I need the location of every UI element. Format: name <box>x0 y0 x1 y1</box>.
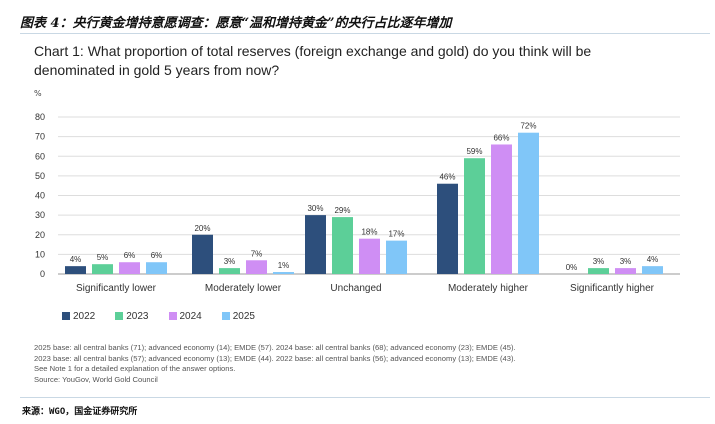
bar-2023 <box>464 158 485 274</box>
y-tick-label: 70 <box>35 132 45 142</box>
data-label: 59% <box>466 147 482 156</box>
bar-2025 <box>386 240 407 274</box>
bar-2022 <box>192 234 213 274</box>
bar-2022 <box>437 183 458 274</box>
y-tick-label: 30 <box>35 210 45 220</box>
legend-label: 2024 <box>179 311 202 322</box>
x-tick-label: Moderately higher <box>448 283 529 294</box>
x-tick-label: Moderately lower <box>205 283 282 294</box>
bar-chart: 0 10 20 30 40 50 60 70 80 Significantly lower 4% 5%… <box>35 112 680 294</box>
bar-2022 <box>305 215 326 274</box>
legend-item: 2025 <box>221 311 255 322</box>
chart-notes: 2025 base: all central banks (71); advan… <box>34 343 516 385</box>
data-label: 66% <box>493 133 509 142</box>
x-tick-label: Significantly lower <box>76 283 157 294</box>
legend-item: 2023 <box>115 311 149 322</box>
y-tick-label: 20 <box>35 230 45 240</box>
bar-2024 <box>359 238 380 274</box>
y-tick-label: 80 <box>35 112 45 122</box>
legend-item: 2022 <box>62 311 95 322</box>
bar-2025 <box>642 266 663 274</box>
bar-2025 <box>518 132 539 274</box>
y-tick-label: 0 <box>40 269 45 279</box>
data-label: 3% <box>593 257 605 266</box>
data-label: 30% <box>307 204 323 213</box>
bar-2022 <box>65 266 86 274</box>
data-label: 6% <box>124 251 136 260</box>
data-label: 17% <box>388 230 404 239</box>
footer-source: 来源：WGO，国金证券研究所 <box>22 407 138 417</box>
data-label: 20% <box>194 224 210 233</box>
y-axis-unit: % <box>34 89 42 98</box>
legend-label: 2025 <box>232 311 255 322</box>
legend-swatch <box>115 312 124 320</box>
bar-2023 <box>332 217 353 274</box>
data-label: 5% <box>97 253 109 262</box>
legend-label: 2022 <box>73 311 96 322</box>
divider <box>20 33 710 34</box>
bar-2023 <box>219 268 240 274</box>
divider <box>20 397 710 398</box>
bar-2025 <box>146 262 167 274</box>
bar-2023 <box>92 264 113 274</box>
data-label: 29% <box>334 206 350 215</box>
data-label: 3% <box>224 257 236 266</box>
note-line: 2025 base: all central banks (71); advan… <box>34 343 516 352</box>
data-label: 46% <box>439 173 455 182</box>
data-label: 7% <box>251 249 263 258</box>
bar-2024 <box>119 262 140 274</box>
data-label: 1% <box>278 261 290 270</box>
x-tick-label: Unchanged <box>330 283 381 294</box>
data-label: 72% <box>520 122 536 131</box>
data-label: 6% <box>151 251 163 260</box>
chart-title: Chart 1: What proportion of total reserv… <box>34 43 592 78</box>
data-label: 4% <box>647 255 659 264</box>
bar-2025 <box>273 272 294 274</box>
bar-2024 <box>615 268 636 274</box>
y-tick-label: 10 <box>35 249 45 259</box>
data-label: 18% <box>361 228 377 237</box>
y-tick-label: 50 <box>35 171 45 181</box>
x-tick-label: Significantly higher <box>570 283 655 294</box>
figure-title: 图表 4：央行黄金增持意愿调查：愿意“温和增持黄金”的央行占比逐年增加 <box>20 16 452 31</box>
data-label: 3% <box>620 257 632 266</box>
legend-swatch <box>221 312 230 320</box>
note-line: Source: YouGov, World Gold Council <box>34 374 158 384</box>
data-label: 0% <box>566 263 578 272</box>
y-tick-label: 60 <box>35 151 45 161</box>
legend-label: 2023 <box>126 311 149 322</box>
y-tick-label: 40 <box>35 191 45 201</box>
bar-2023 <box>588 268 609 274</box>
legend-swatch <box>168 312 177 320</box>
legend-swatch <box>62 312 70 320</box>
data-label: 4% <box>70 255 82 264</box>
legend: 2022 2023 2024 2025 <box>62 311 255 322</box>
bar-2024 <box>246 260 267 274</box>
note-line: 2023 base: all central banks (57); advan… <box>34 353 516 363</box>
legend-item: 2024 <box>168 311 202 322</box>
note-line: See Note 1 for a detailed explanation of… <box>34 364 236 373</box>
bar-2024 <box>491 144 512 274</box>
